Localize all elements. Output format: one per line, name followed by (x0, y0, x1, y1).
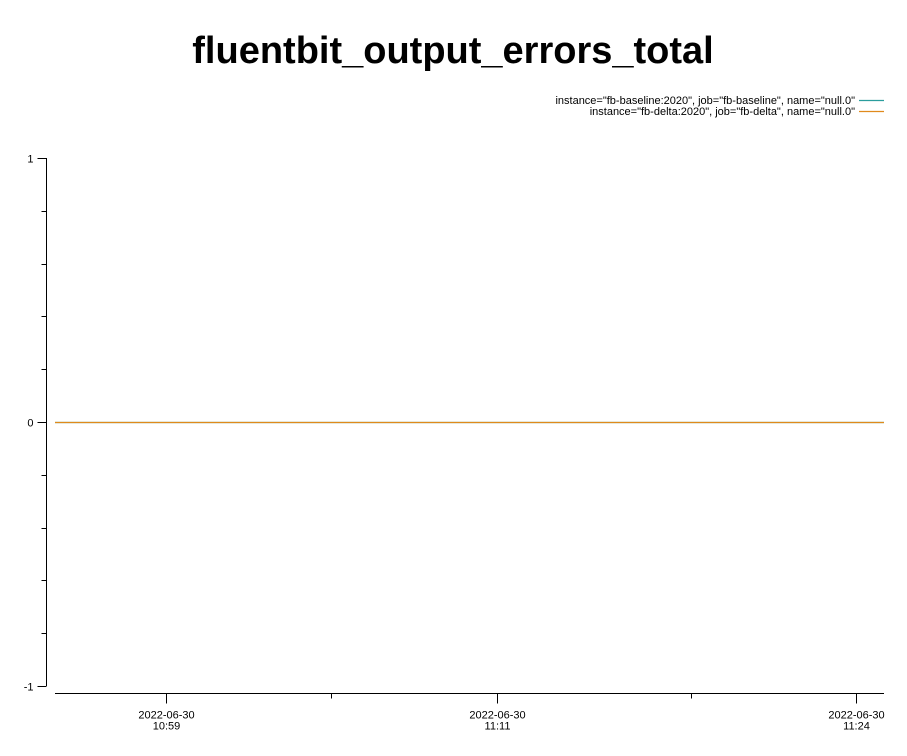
legend: instance="fb-baseline:2020", job="fb-bas… (555, 95, 884, 118)
y-tick-label: -1 (24, 682, 34, 694)
x-tick-label-time: 10:59 (153, 721, 181, 733)
chart-title: fluentbit_output_errors_total (192, 30, 713, 72)
y-ticks: -1 0 1 (24, 154, 47, 694)
x-tick-label-time: 11:24 (843, 721, 870, 733)
x-tick-label-date: 2022-06-30 (828, 710, 884, 722)
legend-entry-label: instance="fb-delta:2020", job="fb-delta"… (590, 106, 855, 118)
y-tick-label: 1 (27, 154, 33, 166)
x-tick-label-date: 2022-06-30 (138, 710, 194, 722)
axes (46, 158, 884, 694)
legend-entry-label: instance="fb-baseline:2020", job="fb-bas… (555, 95, 855, 107)
y-tick-label: 0 (27, 418, 33, 430)
x-ticks: 2022-06-3010:592022-06-3011:112022-06-30… (138, 693, 885, 733)
x-tick-label-date: 2022-06-30 (469, 710, 525, 722)
x-tick-label-time: 11:11 (485, 721, 511, 733)
